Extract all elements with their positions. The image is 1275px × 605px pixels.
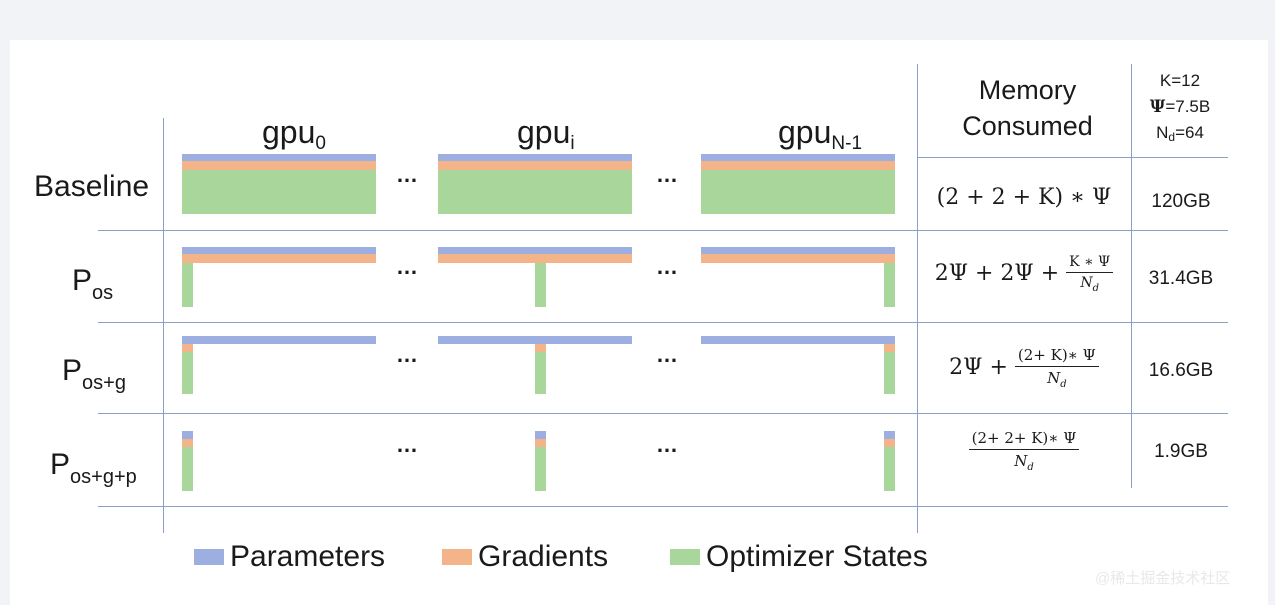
gpu-n-1-title: gpuN-1 <box>778 114 863 154</box>
baseline-gpui-gradients <box>438 161 632 170</box>
pos-gpui-gradients <box>438 254 632 263</box>
baseline-gpui-parameters <box>438 154 632 161</box>
row-label-pos-g: Pos+g <box>62 354 126 394</box>
left-divider <box>163 118 164 533</box>
posgp-gpui-parameter-shard <box>535 431 546 439</box>
legend-gradients: Gradients <box>442 540 608 574</box>
ellipsis: … <box>396 254 419 279</box>
posg-gpun-parameters <box>701 336 895 344</box>
posg-gpu0-gradient-shard <box>182 344 193 352</box>
posg-gpun-gradient-shard <box>884 344 895 352</box>
ellipsis: … <box>656 162 679 187</box>
formula-pos-g: 2Ψ + (2+ K)∗ Ψ Nd <box>922 346 1126 390</box>
baseline-gpun-parameters <box>701 154 895 161</box>
posgp-gpu0-parameter-shard <box>182 431 193 439</box>
memory-consumed-header: Memory Consumed <box>962 75 1093 141</box>
posgp-gpu0-gradient-shard <box>182 439 193 447</box>
ellipsis: … <box>656 254 679 279</box>
header-separator <box>917 157 1228 158</box>
row-separator-4 <box>98 506 1228 507</box>
posgp-gpu0-optimizer-shard <box>182 447 193 491</box>
ellipsis: … <box>396 342 419 367</box>
right-divider <box>917 64 918 533</box>
formula-baseline: (2 + 2 + K) ∗ Ψ <box>936 185 1112 210</box>
posgp-gpui-optimizer-shard <box>535 447 546 491</box>
posgp-gpun-optimizer-shard <box>884 447 895 491</box>
row-label-pos: Pos <box>72 264 114 304</box>
pos-gpun-parameters <box>701 247 895 254</box>
posg-gpu0-parameters <box>182 336 376 344</box>
posg-gpui-optimizer-shard <box>535 352 546 394</box>
baseline-gpu0-parameters <box>182 154 376 161</box>
posg-gpui-gradient-shard <box>535 344 546 352</box>
pos-gpu0-optimizer-shard <box>182 263 193 307</box>
value-pos: 31.4GB <box>1148 268 1214 289</box>
legend-optimizer-states: Optimizer States <box>670 540 928 574</box>
row-separator-2 <box>98 322 1228 323</box>
constants-header: K=12 Ψ=7.5B Nd=64 <box>1132 68 1228 150</box>
pos-gpun-optimizer-shard <box>884 263 895 307</box>
legend-parameters: Parameters <box>194 540 385 574</box>
legend-swatch <box>194 549 224 565</box>
posgp-gpun-parameter-shard <box>884 431 895 439</box>
pos-gpui-optimizer-shard <box>535 263 546 307</box>
legend-swatch <box>670 549 700 565</box>
pos-gpu0-gradients <box>182 254 376 263</box>
pos-gpu0-parameters <box>182 247 376 254</box>
value-pos-g-p: 1.9GB <box>1154 441 1208 462</box>
constant-nd: Nd=64 <box>1156 123 1204 144</box>
value-baseline: 120GB <box>1151 191 1211 212</box>
slide: gpu0 gpui gpuN-1 Baseline Pos Pos+g Pos+… <box>10 40 1268 605</box>
baseline-gpu0-optimizer <box>182 170 376 214</box>
row-label-pos-g-p: Pos+g+p <box>50 448 137 488</box>
formula-pos-g-p: (2+ 2+ K)∗ Ψ Nd <box>922 429 1126 473</box>
baseline-gpu0-gradients <box>182 161 376 170</box>
row-separator-1 <box>98 230 1228 231</box>
ellipsis: … <box>396 432 419 457</box>
baseline-gpun-optimizer <box>701 170 895 214</box>
posgp-gpui-gradient-shard <box>535 439 546 447</box>
pos-gpui-parameters <box>438 247 632 254</box>
constant-psi: Ψ=7.5B <box>1149 97 1211 117</box>
gpu-i-title: gpui <box>517 114 575 154</box>
constant-k: K=12 <box>1159 71 1201 90</box>
ellipsis: … <box>656 342 679 367</box>
value-column-divider <box>1131 64 1132 488</box>
posgp-gpun-gradient-shard <box>884 439 895 447</box>
posg-gpu0-optimizer-shard <box>182 352 193 394</box>
gpu-0-title: gpu0 <box>262 114 326 154</box>
posg-gpun-optimizer-shard <box>884 352 895 394</box>
watermark: @稀土掘金技术社区 <box>1095 570 1231 587</box>
formula-pos: 2Ψ + 2Ψ + K ∗ Ψ Nd <box>922 254 1126 294</box>
row-separator-3 <box>98 413 1228 414</box>
legend-swatch <box>442 549 472 565</box>
ellipsis: … <box>396 162 419 187</box>
value-pos-g: 16.6GB <box>1148 360 1214 381</box>
ellipsis: … <box>656 432 679 457</box>
pos-gpun-gradients <box>701 254 895 263</box>
baseline-gpun-gradients <box>701 161 895 170</box>
baseline-gpui-optimizer <box>438 170 632 214</box>
row-label-baseline: Baseline <box>34 170 150 203</box>
posg-gpui-parameters <box>438 336 632 344</box>
